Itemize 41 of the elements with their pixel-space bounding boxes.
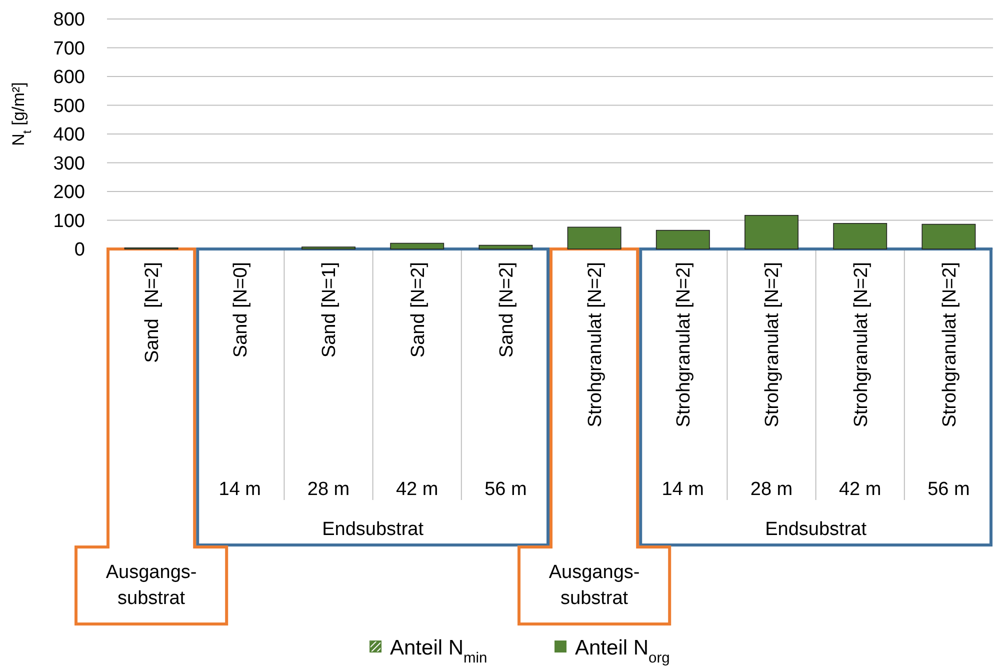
text: 56 m — [484, 479, 527, 500]
text: 56 m — [928, 479, 970, 500]
bar — [833, 223, 888, 250]
x-tick-label: Sand [N=2] — [496, 262, 518, 358]
y-tick-label: 700 — [53, 38, 85, 60]
x-tick-label: Sand [N=1] — [319, 262, 340, 358]
bar — [656, 230, 710, 250]
x-tick-label: Sand [N=2] — [142, 262, 163, 363]
text: 28 m — [307, 479, 350, 500]
y-tick-label: 100 — [53, 210, 85, 232]
x-tick-label: Strohgranulat [N=2] — [674, 262, 695, 428]
x-tick-label: Sand [N=2] — [408, 262, 429, 358]
bar — [744, 214, 798, 250]
bar — [567, 226, 622, 250]
text: 42 m — [838, 479, 882, 500]
legend-label: Anteil N$_{min}$ — [390, 636, 488, 666]
bar — [478, 244, 533, 250]
x-tick-label: Strohgranulat [N=2] — [850, 262, 872, 428]
bar — [390, 242, 444, 250]
bar — [302, 246, 356, 250]
y-tick-label: 600 — [53, 67, 85, 88]
y-tick-label: 200 — [53, 182, 85, 204]
x-tick-label: Strohgranulat [N=2] — [762, 262, 784, 428]
x-tick-label: Strohgranulat [N=2] — [584, 262, 606, 428]
x-tick-label: Sand [N=0] — [230, 262, 252, 358]
x-tick-label: Strohgranulat [N=2] — [939, 262, 960, 428]
y-tick-label: 800 — [53, 10, 85, 31]
text: Ausgangs- substrat — [548, 562, 640, 609]
text: Endsubstrat — [322, 519, 424, 540]
text: 28 m — [750, 479, 793, 500]
text: 42 m — [396, 479, 438, 500]
y-tick-label: 400 — [53, 124, 85, 146]
text: Ausgangs- substrat — [106, 562, 197, 609]
y-tick-label: 500 — [53, 96, 85, 117]
text: 14 m — [662, 479, 704, 500]
legend-label: Anteil N$_{org}$ — [575, 636, 670, 666]
y-tick-label: 0 — [74, 240, 85, 261]
text: Endsubstrat — [765, 519, 868, 540]
text: 14 m — [218, 479, 262, 500]
bar — [922, 224, 976, 250]
y-tick-label: 300 — [53, 153, 85, 174]
